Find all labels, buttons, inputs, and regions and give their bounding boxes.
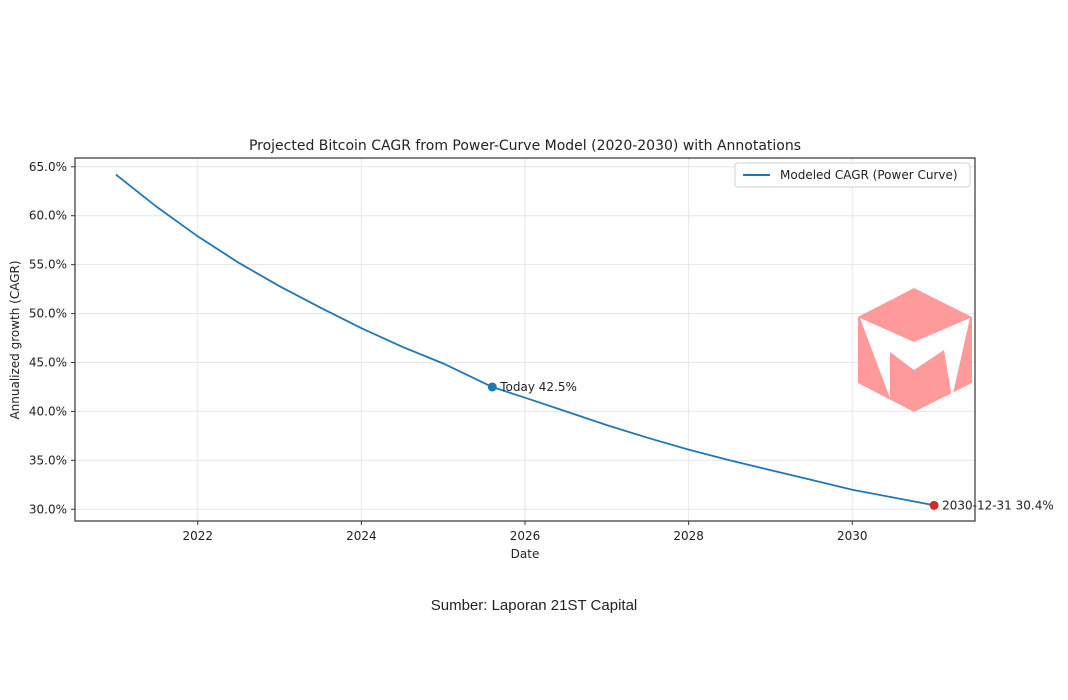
x-axis-ticks: 2022 2024 2026 2028 2030 [182, 521, 868, 543]
y-tick-label: 65.0% [29, 160, 67, 174]
x-tick-label: 2022 [182, 529, 213, 543]
y-axis-ticks: 30.0% 35.0% 40.0% 45.0% 50.0% 55.0% 60.0% 65.0% [29, 160, 75, 516]
y-axis-label: Annualized growth (CAGR) [8, 260, 22, 419]
x-tick-label: 2024 [346, 529, 377, 543]
grid-lines [75, 158, 975, 521]
annotation-marker [487, 382, 497, 392]
x-axis-label: Date [511, 547, 540, 561]
y-tick-label: 30.0% [29, 502, 67, 516]
annotation-label: 2030-12-31 30.4% [942, 498, 1054, 512]
source-caption: Sumber: Laporan 21ST Capital [430, 597, 638, 614]
chart-title: Projected Bitcoin CAGR from Power-Curve … [249, 138, 801, 154]
y-tick-label: 50.0% [29, 307, 67, 321]
y-tick-label: 60.0% [29, 209, 67, 223]
y-tick-label: 40.0% [29, 404, 67, 418]
annotation-label: Today 42.5% [499, 380, 577, 394]
x-tick-label: 2026 [510, 529, 541, 543]
m-cube-logo-icon [858, 288, 972, 412]
y-tick-label: 45.0% [29, 355, 67, 369]
y-tick-label: 55.0% [29, 258, 67, 272]
legend: Modeled CAGR (Power Curve) [734, 162, 971, 188]
y-tick-label: 35.0% [29, 453, 67, 467]
legend-label: Modeled CAGR (Power Curve) [780, 168, 958, 182]
x-tick-label: 2028 [673, 529, 704, 543]
annotations: Today 42.5% 2030-12-31 30.4% [487, 380, 1054, 512]
cagr-curve-line [115, 173, 935, 507]
annotation-marker [929, 500, 939, 510]
x-tick-label: 2030 [837, 529, 868, 543]
